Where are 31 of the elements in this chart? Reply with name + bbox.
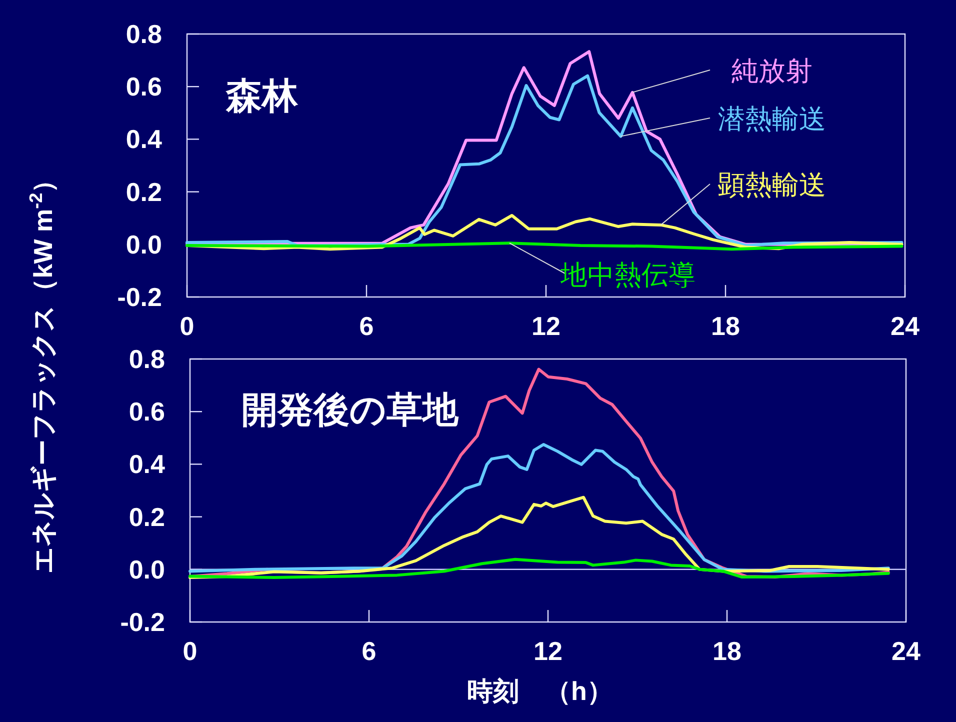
x-axis-title: 時刻 （h） xyxy=(467,676,613,706)
x-tick-label: 6 xyxy=(362,636,376,666)
x-tick-label: 18 xyxy=(712,636,742,666)
text: 開発後の草地 xyxy=(242,389,460,430)
y-tick-label: 0.0 xyxy=(126,229,162,260)
x-tick-label: 18 xyxy=(711,311,740,341)
x-tick-label: 0 xyxy=(182,636,198,666)
line-series xyxy=(188,558,890,580)
y-tick-label: 0.8 xyxy=(126,19,162,49)
series-label: 顕熱輸送 xyxy=(717,170,826,200)
x-tick-label: 0 xyxy=(180,311,194,341)
x-tick-label: 6 xyxy=(359,311,374,341)
y-tick-label: 0.4 xyxy=(126,124,163,154)
x-tick-label: 12 xyxy=(532,311,560,341)
x-tick-label: 24 xyxy=(890,311,920,341)
y-tick-label: 0.2 xyxy=(126,176,162,207)
x-tick-label: 24 xyxy=(892,636,921,666)
y-tick-label: 0.4 xyxy=(128,449,166,480)
series-label: 地中熱伝導 xyxy=(560,260,696,290)
y-tick-label: -0.2 xyxy=(120,607,165,637)
y-tick-label: 0.8 xyxy=(128,344,165,374)
y-tick-label: 0.0 xyxy=(128,554,165,584)
y-tick-label: -0.2 xyxy=(117,282,162,312)
y-tick-label: 0.6 xyxy=(126,72,162,102)
text: 純放射 xyxy=(732,56,812,86)
y-tick-label: 0.6 xyxy=(128,396,165,427)
x-tick-label: 12 xyxy=(534,636,562,666)
line-series xyxy=(186,242,904,251)
y-tick-label: 0.2 xyxy=(128,502,165,532)
text: 潜熱輸送 xyxy=(718,104,826,134)
text: 森林 xyxy=(225,75,299,116)
